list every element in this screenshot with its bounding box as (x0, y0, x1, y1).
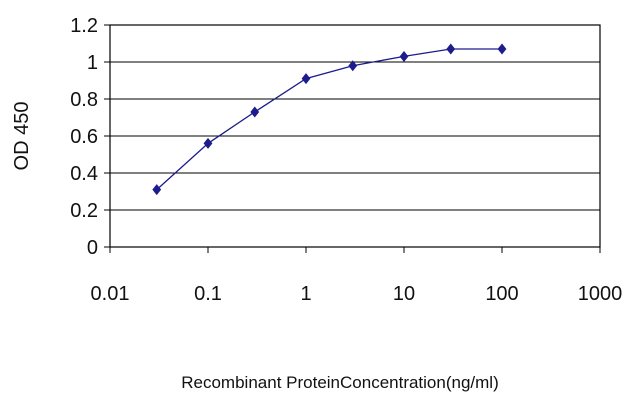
gridlines (110, 61, 600, 211)
y-tick-label: 1.2 (70, 15, 98, 37)
x-axis-label: Recombinant ProteinConcentration(ng/ml) (181, 373, 499, 392)
x-tick-label: 1 (300, 283, 311, 305)
x-tick-label: 0.1 (194, 283, 222, 305)
x-tick-label: 10 (393, 283, 415, 305)
data-point (250, 106, 260, 118)
data-point (497, 43, 507, 55)
data-series (152, 43, 507, 196)
y-tick-label: 0 (87, 237, 98, 259)
y-tick-label: 0.2 (70, 200, 98, 222)
data-point (399, 50, 409, 62)
data-point (348, 60, 358, 72)
x-tick-label: 0.01 (91, 283, 130, 305)
x-axis-ticks: 0.01 0.1 1 10 100 1000 (91, 247, 623, 305)
y-axis-label: OD 450 (11, 102, 33, 171)
data-point (446, 43, 456, 55)
data-point (152, 184, 162, 196)
x-tick-label: 1000 (578, 283, 623, 305)
y-axis-ticks: 0 0.2 0.4 0.6 0.8 1 1.2 (70, 15, 110, 259)
y-tick-label: 0.4 (70, 163, 98, 185)
y-tick-label: 0.6 (70, 126, 98, 148)
y-tick-label: 0.8 (70, 89, 98, 111)
y-tick-label: 1 (87, 52, 98, 74)
data-point (301, 73, 311, 85)
series-line (156, 48, 502, 191)
data-point (203, 137, 213, 149)
x-tick-label: 100 (485, 283, 518, 305)
